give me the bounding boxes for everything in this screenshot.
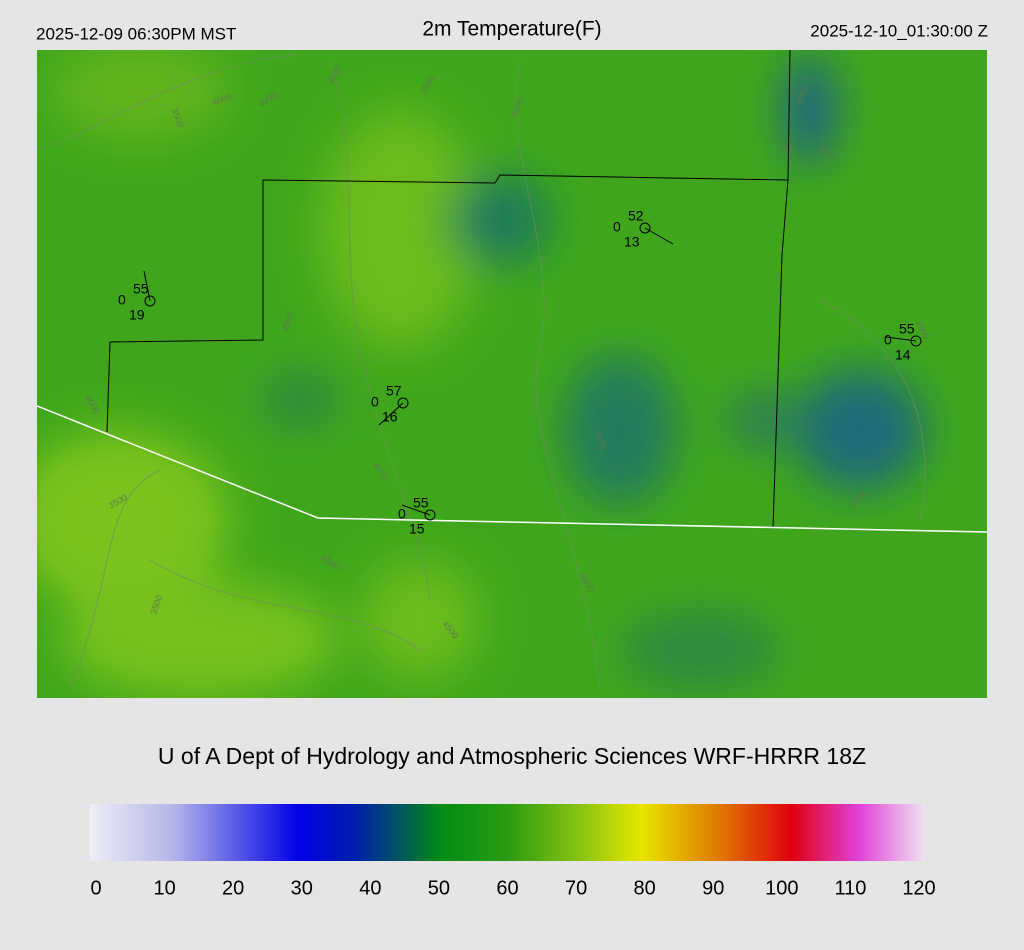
colorbar-tick-label: 0 <box>90 877 101 899</box>
colorbar-tick-label: 70 <box>565 877 587 899</box>
station-circle <box>639 222 651 234</box>
wind-barb <box>401 504 431 516</box>
colorbar-tick-label: 100 <box>765 877 798 899</box>
colorbar-tick-label: 120 <box>902 877 935 899</box>
temperature: 55 <box>899 321 915 337</box>
calm: 0 <box>398 506 406 522</box>
utc-time: 2025-12-10_01:30:00 Z <box>810 21 988 40</box>
calm: 0 <box>118 292 126 308</box>
calm: 0 <box>371 394 379 410</box>
colorbar-tick-label: 30 <box>291 877 313 899</box>
contours <box>39 54 926 691</box>
calm: 0 <box>884 332 892 348</box>
dewpoint: 19 <box>129 307 145 323</box>
colorbar-ticks: 0 10 20 30 40 50 60 70 80 90 100 110 120 <box>90 877 935 899</box>
calm: 0 <box>613 219 621 235</box>
wind-barb <box>644 227 674 245</box>
temperature: 55 <box>413 495 429 511</box>
wind-barb <box>378 402 404 426</box>
map-title: 2m Temperature(F) <box>422 18 601 41</box>
colorbar-tick-label: 110 <box>834 877 866 899</box>
temperature-field <box>37 50 925 698</box>
station-circle <box>144 295 156 307</box>
border <box>262 174 789 184</box>
local-time: 2025-12-09 06:30PM MST <box>36 24 236 43</box>
station-circle <box>397 397 409 409</box>
colorbar-tick-label: 80 <box>634 877 656 899</box>
wind-barb <box>885 336 917 342</box>
dewpoint: 16 <box>382 409 398 425</box>
temperature: 52 <box>628 208 644 224</box>
colorbar-tick-label: 10 <box>153 877 175 899</box>
station-circle <box>424 509 436 521</box>
colorbar-tick-label: 60 <box>496 877 518 899</box>
colorbar-tick-label: 90 <box>702 877 724 899</box>
colorbar-tick-label: 40 <box>359 877 381 899</box>
border <box>106 180 264 433</box>
border <box>772 50 791 529</box>
station-circle <box>910 335 922 347</box>
colorbar <box>90 804 925 861</box>
credit: U of A Dept of Hydrology and Atmospheric… <box>158 743 866 769</box>
colorbar-tick-label: 50 <box>428 877 450 899</box>
wind-barb <box>143 270 151 302</box>
temperature: 55 <box>133 281 149 297</box>
dewpoint: 13 <box>624 234 640 250</box>
temperature: 57 <box>386 383 402 399</box>
colorbar-tick-label: 20 <box>222 877 244 899</box>
dewpoint: 14 <box>895 347 911 363</box>
dewpoint: 15 <box>409 521 425 537</box>
state-line <box>37 405 987 533</box>
